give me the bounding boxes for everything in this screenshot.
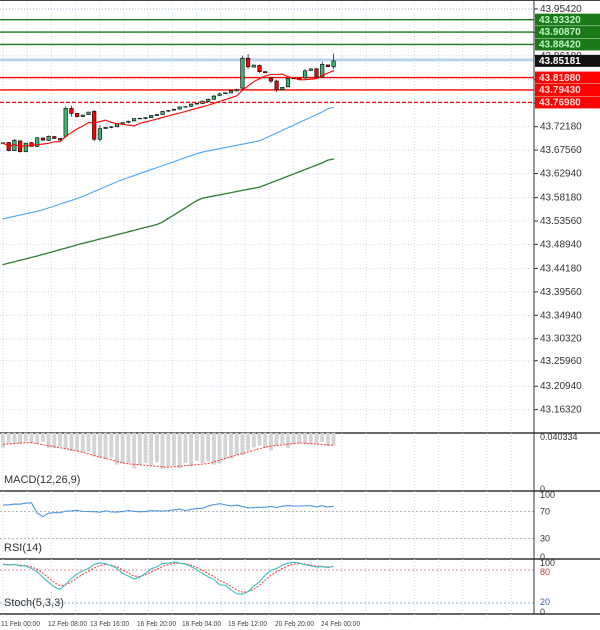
svg-text:11 Feb 00:00: 11 Feb 00:00 [1,620,40,628]
svg-text:43.48940: 43.48940 [540,239,582,250]
svg-text:43.30320: 43.30320 [540,334,582,345]
svg-text:43.93320: 43.93320 [539,15,581,26]
svg-text:43.81880: 43.81880 [539,73,581,84]
svg-text:43.20940: 43.20940 [540,381,582,392]
svg-text:43.67560: 43.67560 [540,145,582,156]
svg-text:19 Feb 12:00: 19 Feb 12:00 [228,620,267,628]
svg-text:43.62940: 43.62940 [540,168,582,179]
svg-text:43.25960: 43.25960 [540,356,582,367]
svg-text:20: 20 [540,597,550,607]
svg-text:70: 70 [540,506,550,516]
svg-text:43.53560: 43.53560 [540,216,582,227]
svg-text:RSI(14): RSI(14) [4,542,42,554]
svg-text:0: 0 [540,607,545,617]
svg-text:43.44180: 43.44180 [540,264,582,275]
svg-text:43.76980: 43.76980 [539,98,581,109]
svg-text:100: 100 [540,490,555,500]
svg-text:43.72180: 43.72180 [540,122,582,133]
svg-text:43.95420: 43.95420 [540,4,582,15]
svg-text:80: 80 [540,567,550,577]
svg-text:18 Feb 04:00: 18 Feb 04:00 [182,620,221,628]
svg-text:16 Feb 20:00: 16 Feb 20:00 [137,620,176,628]
svg-text:30: 30 [540,534,550,544]
svg-text:MACD(12,26,9): MACD(12,26,9) [4,474,80,486]
svg-text:43.34940: 43.34940 [540,310,582,321]
svg-text:43.58180: 43.58180 [540,193,582,204]
svg-text:43.85181: 43.85181 [539,56,581,67]
svg-text:24 Feb 00:00: 24 Feb 00:00 [321,620,360,628]
svg-text:43.16320: 43.16320 [540,405,582,416]
svg-text:43.39560: 43.39560 [540,287,582,298]
svg-text:13 Feb 16:00: 13 Feb 16:00 [90,620,129,628]
svg-text:43.90870: 43.90870 [539,27,581,38]
svg-text:43.79430: 43.79430 [539,85,581,96]
svg-text:0.040334: 0.040334 [540,432,578,442]
svg-text:20 Feb 20:00: 20 Feb 20:00 [275,620,314,628]
svg-text:43.88420: 43.88420 [539,40,581,51]
svg-text:Stoch(5,3,3): Stoch(5,3,3) [4,597,64,609]
svg-text:12 Feb 08:00: 12 Feb 08:00 [48,620,87,628]
